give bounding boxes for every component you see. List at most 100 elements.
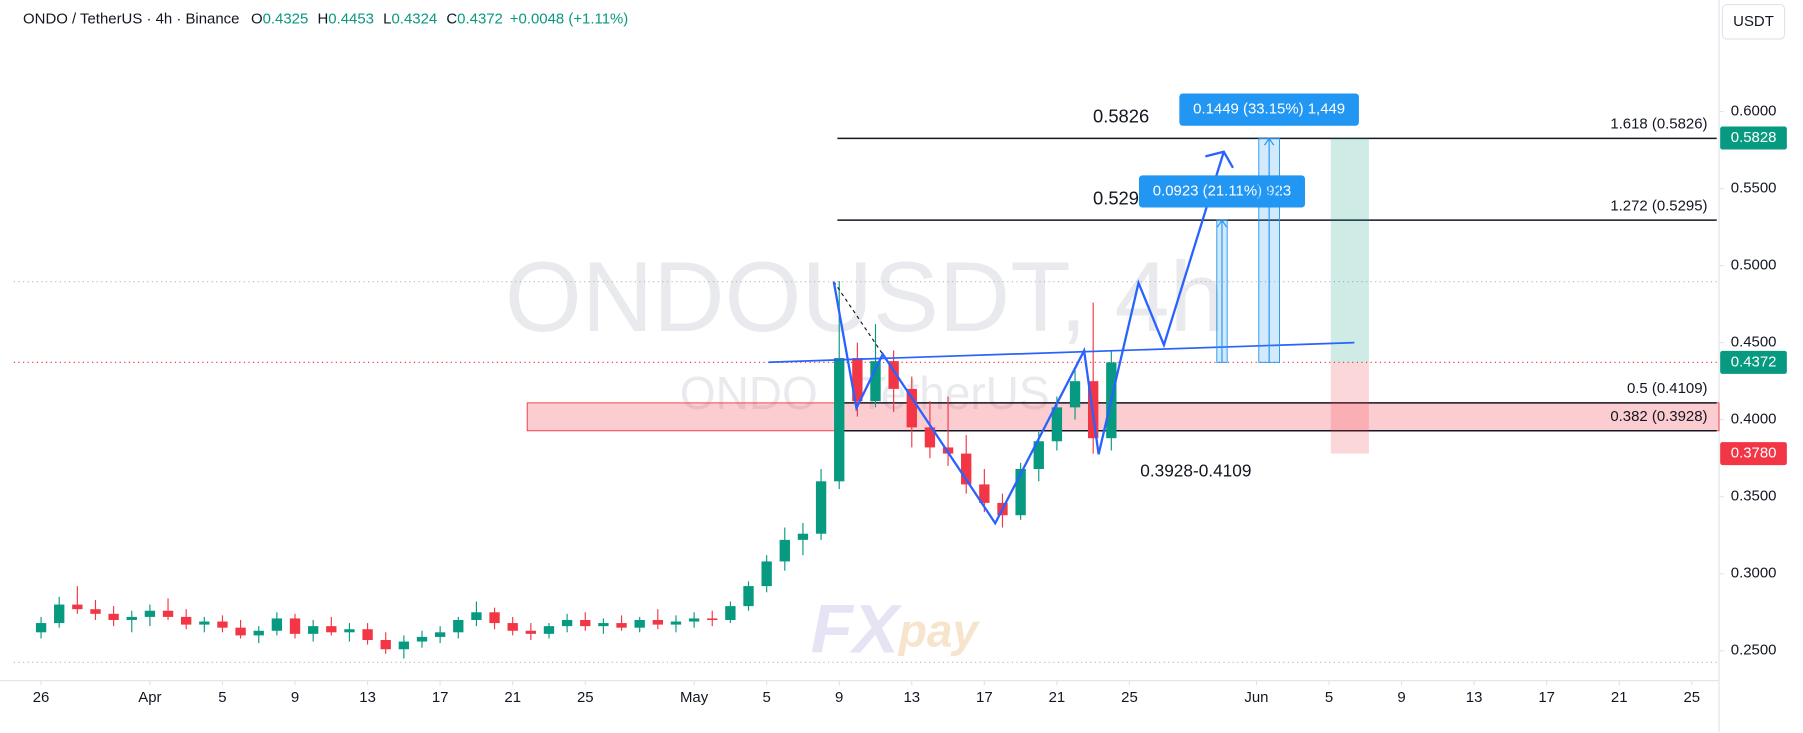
candle-body bbox=[743, 586, 754, 607]
candle-body bbox=[870, 361, 881, 402]
candle-body bbox=[852, 358, 863, 402]
candle-body bbox=[543, 626, 555, 634]
price-label-box bbox=[1720, 350, 1787, 374]
candle-body bbox=[761, 561, 772, 587]
ohlc-key: O bbox=[251, 10, 263, 27]
candle-body bbox=[271, 618, 283, 631]
x-tick-label: 9 bbox=[291, 689, 299, 706]
x-tick-label: 21 bbox=[1049, 689, 1066, 706]
dashed-guide bbox=[833, 281, 884, 355]
x-tick-label: 26 bbox=[33, 689, 50, 706]
x-tick-label: 17 bbox=[976, 689, 993, 706]
candle-body bbox=[35, 623, 47, 633]
x-tick-label: 21 bbox=[1611, 689, 1628, 706]
measure-box bbox=[1138, 175, 1305, 208]
candle-body bbox=[797, 533, 809, 540]
candle-body bbox=[380, 640, 391, 650]
candle-body bbox=[307, 626, 319, 634]
y-tick-label: 0.5500 bbox=[1731, 180, 1777, 197]
position-target bbox=[1330, 138, 1369, 363]
candle-body bbox=[1033, 441, 1044, 469]
x-tick-label: 5 bbox=[218, 689, 226, 706]
candle-body bbox=[398, 641, 410, 650]
x-tick-label: May bbox=[680, 689, 709, 706]
zone-label: 0.3928-0.4109 bbox=[1140, 461, 1251, 481]
price-label: 0.4372 bbox=[1731, 353, 1777, 370]
y-tick-label: 0.3000 bbox=[1731, 565, 1777, 582]
arrow-head bbox=[1205, 150, 1234, 169]
candle-body bbox=[362, 629, 373, 641]
ohlc-key: L bbox=[383, 10, 391, 27]
measure-box bbox=[1179, 93, 1359, 126]
header: ONDO / TetherUS · 4h · Binance O0.4325 H0.… bbox=[23, 10, 628, 27]
x-tick-label: 5 bbox=[763, 689, 771, 706]
candle-body bbox=[924, 427, 936, 448]
x-tick-label: 13 bbox=[903, 689, 920, 706]
change: +0.0048 (+1.11%) bbox=[510, 10, 629, 27]
neckline bbox=[768, 341, 1355, 364]
candle-body bbox=[434, 632, 446, 637]
logo-pay: pay bbox=[897, 605, 981, 657]
candle-body bbox=[199, 621, 210, 625]
candle-body bbox=[616, 623, 627, 628]
x-tick-label: Apr bbox=[138, 689, 161, 706]
candle-body bbox=[181, 616, 192, 625]
candle-body bbox=[525, 630, 537, 634]
pattern-path bbox=[832, 151, 1225, 526]
x-tick-label: 25 bbox=[1121, 689, 1138, 706]
y-tick-label: 0.6000 bbox=[1731, 103, 1777, 120]
candle-body bbox=[72, 604, 83, 610]
fib-label: 1.272 (0.5295) bbox=[1610, 197, 1707, 214]
fib-callout: 0.5295 bbox=[1093, 187, 1149, 208]
position-stop bbox=[1330, 362, 1369, 454]
candle-body bbox=[235, 627, 246, 636]
currency-label[interactable]: USDT bbox=[1733, 13, 1774, 30]
ohlc-value: 0.4325 bbox=[263, 10, 309, 27]
candle-body bbox=[162, 610, 174, 617]
candle-body bbox=[507, 623, 518, 631]
candle-body bbox=[779, 539, 790, 562]
y-tick-label: 0.4500 bbox=[1731, 334, 1777, 351]
watermark-title: ONDOUSDT, 4h bbox=[505, 241, 1225, 352]
watermark: ONDOUSDT, 4h ONDO · TetherUS FXpay bbox=[505, 241, 1225, 668]
candle-body bbox=[707, 618, 718, 620]
x-tick-label: 9 bbox=[1397, 689, 1405, 706]
candle-body bbox=[144, 610, 156, 617]
candle-body bbox=[1051, 407, 1063, 442]
symbol: ONDO / TetherUS · 4h · Binance bbox=[23, 10, 239, 27]
candle-body bbox=[634, 619, 645, 628]
ohlc-value: 0.4324 bbox=[391, 10, 437, 27]
candle-body bbox=[1069, 381, 1081, 408]
y-tick-label: 0.5000 bbox=[1731, 257, 1777, 274]
candle-body bbox=[961, 453, 972, 485]
logo: FXpay bbox=[811, 591, 981, 668]
x-tick-label: 25 bbox=[577, 689, 594, 706]
measure-label: 0.0923 (21.11%) 923 bbox=[1153, 182, 1291, 199]
candle-body bbox=[344, 629, 355, 633]
candle-body bbox=[561, 619, 573, 627]
x-tick-label: 17 bbox=[432, 689, 449, 706]
fib-label: 0.382 (0.3928) bbox=[1610, 408, 1707, 425]
fib-label: 0.5 (0.4109) bbox=[1627, 380, 1708, 397]
candle-body bbox=[253, 630, 264, 636]
candle-body bbox=[598, 623, 609, 627]
candle-body bbox=[688, 618, 700, 622]
x-tick-label: 9 bbox=[835, 689, 843, 706]
candle-body bbox=[815, 481, 827, 534]
y-tick-label: 0.2500 bbox=[1731, 642, 1777, 659]
x-tick-label: 13 bbox=[359, 689, 376, 706]
price-label: 0.3780 bbox=[1731, 445, 1777, 462]
y-tick-label: 0.3500 bbox=[1731, 488, 1777, 505]
candle-body bbox=[453, 619, 464, 633]
support-zone bbox=[526, 402, 1720, 432]
x-tick-label: 21 bbox=[504, 689, 521, 706]
candle-body bbox=[906, 388, 917, 428]
candle-body bbox=[834, 358, 845, 482]
ohlc-key: C bbox=[446, 10, 457, 27]
candle-body bbox=[90, 609, 101, 614]
logo-fx: FX bbox=[811, 591, 903, 668]
candle-body bbox=[108, 613, 119, 620]
candle-body bbox=[888, 361, 899, 389]
currency-button[interactable] bbox=[1721, 4, 1786, 40]
